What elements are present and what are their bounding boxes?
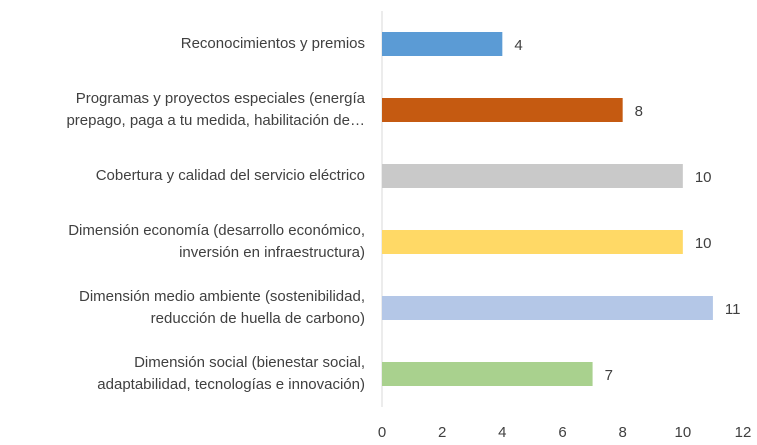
y-tick-label: Dimensión economía (desarrollo económico… <box>68 222 365 261</box>
data-label: 7 <box>605 367 613 384</box>
y-tick-label: Dimensión medio ambiente (sostenibilidad… <box>79 288 365 327</box>
bar <box>382 98 623 122</box>
bar <box>382 362 593 386</box>
x-tick-label: 2 <box>438 424 446 441</box>
bar <box>382 230 683 254</box>
x-tick-label: 0 <box>378 424 386 441</box>
y-tick-label: Cobertura y calidad del servicio eléctri… <box>95 167 365 184</box>
data-label: 10 <box>695 169 712 186</box>
bar <box>382 296 713 320</box>
data-label: 10 <box>695 235 712 252</box>
x-tick-label: 8 <box>618 424 626 441</box>
data-label: 11 <box>725 301 741 318</box>
x-tick-label: 10 <box>674 424 691 441</box>
x-tick-label: 12 <box>735 424 752 441</box>
data-label: 4 <box>514 37 522 54</box>
y-tick-label: Programas y proyectos especiales (energí… <box>66 90 365 129</box>
bar <box>382 32 503 56</box>
data-label: 8 <box>635 103 643 120</box>
y-tick-label: Dimensión social (bienestar social, adap… <box>97 354 365 393</box>
bar <box>382 164 683 188</box>
y-tick-label: Reconocimientos y premios <box>180 35 365 52</box>
x-tick-label: 6 <box>558 424 566 441</box>
x-tick-label: 4 <box>498 424 506 441</box>
